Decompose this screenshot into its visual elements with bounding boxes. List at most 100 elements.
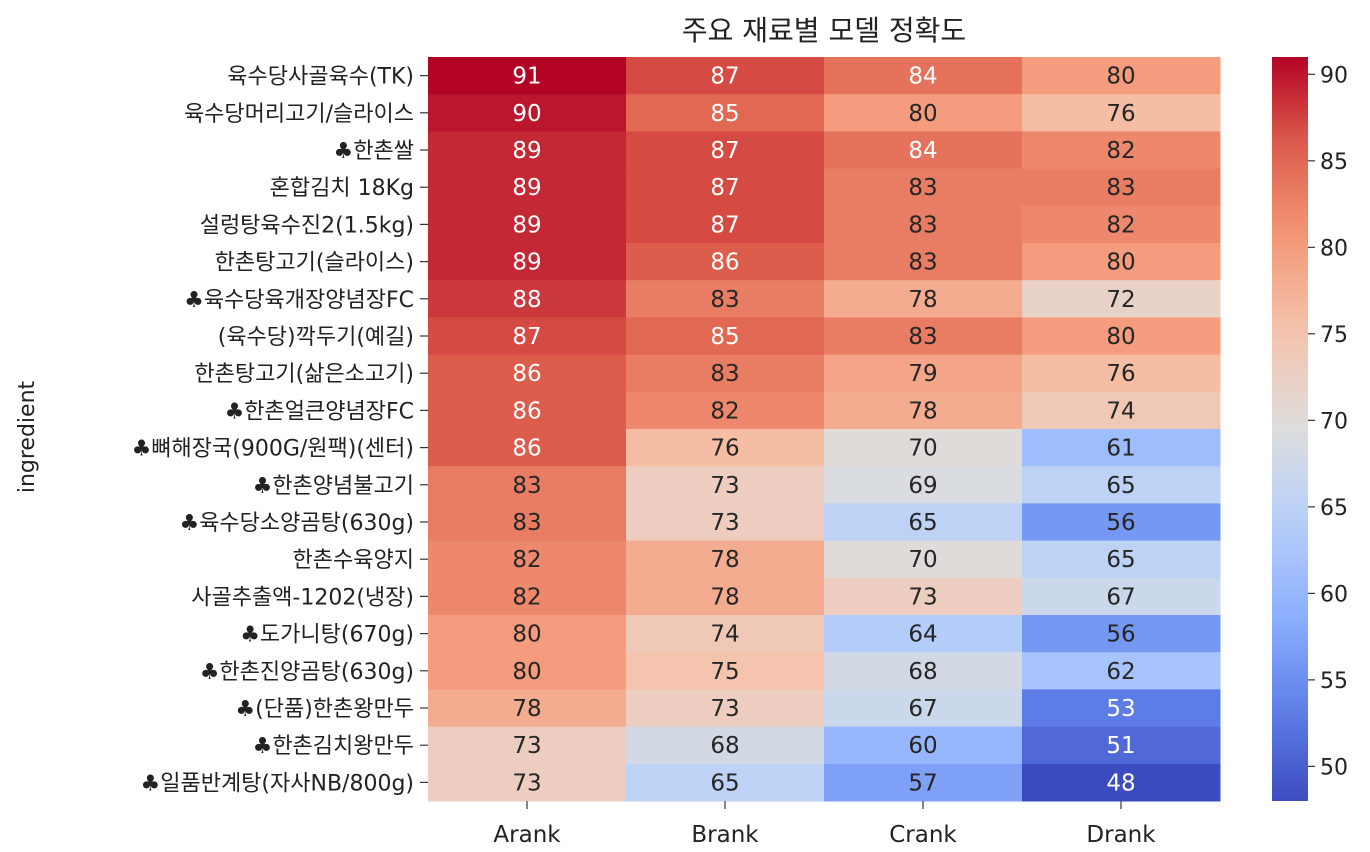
cell-value-label: 65 bbox=[710, 770, 739, 796]
cell-value-label: 75 bbox=[710, 659, 739, 685]
cell-value-label: 78 bbox=[908, 398, 937, 424]
row-label: ♣한촌얼큰양념장FC bbox=[225, 399, 414, 424]
heatmap-cell bbox=[1022, 466, 1221, 504]
colorbar-tick-label: 90 bbox=[1320, 63, 1348, 88]
cell-value-label: 89 bbox=[512, 250, 541, 276]
heatmap-cells: 91 87 84 80 90 85 80 76 89 87 84 82 89 87 83 83 89 87 83 82… bbox=[428, 57, 1221, 802]
heatmap-cell bbox=[428, 689, 627, 728]
cell-value-label: 80 bbox=[512, 659, 541, 685]
cell-value-label: 86 bbox=[512, 398, 541, 424]
heatmap-cell bbox=[1022, 726, 1221, 765]
cell-value-label: 80 bbox=[512, 622, 541, 648]
cell-value-label: 69 bbox=[908, 473, 937, 499]
row-label: ♣(단품)한촌왕만두 bbox=[235, 697, 414, 722]
cell-value-label: 83 bbox=[908, 175, 937, 201]
cell-value-label: 57 bbox=[908, 770, 937, 796]
cell-value-label: 84 bbox=[908, 64, 937, 90]
cell-value-label: 74 bbox=[710, 622, 739, 648]
cell-value-label: 60 bbox=[908, 733, 937, 759]
heatmap-cell bbox=[1022, 131, 1221, 170]
heatmap-cell bbox=[428, 391, 627, 430]
cell-value-label: 48 bbox=[1106, 770, 1135, 796]
heatmap-cell bbox=[626, 391, 825, 430]
heatmap-cell bbox=[428, 280, 627, 318]
heatmap-cell bbox=[824, 466, 1023, 504]
cell-value-label: 61 bbox=[1106, 436, 1135, 462]
cell-value-label: 83 bbox=[512, 473, 541, 499]
cell-value-label: 82 bbox=[512, 547, 541, 573]
cell-value-label: 88 bbox=[512, 287, 541, 313]
cell-value-label: 80 bbox=[908, 101, 937, 127]
heatmap-cell bbox=[1022, 577, 1221, 616]
cell-value-label: 53 bbox=[1106, 696, 1135, 722]
row-label: 한촌탕고기(삶은소고기) bbox=[194, 362, 414, 387]
cell-value-label: 87 bbox=[710, 64, 739, 90]
heatmap-cell bbox=[626, 429, 825, 467]
cell-value-label: 78 bbox=[710, 584, 739, 610]
heatmap-cell bbox=[824, 168, 1023, 207]
heatmap-cell bbox=[824, 391, 1023, 430]
cell-value-label: 80 bbox=[1106, 64, 1135, 90]
row-label: 한촌탕고기(슬라이스) bbox=[215, 251, 414, 276]
heatmap-cell bbox=[824, 689, 1023, 728]
cell-value-label: 76 bbox=[1106, 101, 1135, 127]
cell-value-label: 73 bbox=[512, 770, 541, 796]
cell-value-label: 79 bbox=[908, 361, 937, 387]
heatmap-cell bbox=[824, 280, 1023, 318]
row-label: ♣한촌양념불고기 bbox=[253, 474, 414, 499]
heatmap-cell bbox=[824, 354, 1023, 393]
row-label: ♣한촌진양곰탕(630g) bbox=[200, 660, 414, 685]
colorbar-tick-label: 70 bbox=[1320, 409, 1348, 434]
heatmap-cell bbox=[1022, 391, 1221, 430]
cell-value-label: 82 bbox=[1106, 138, 1135, 164]
row-label: 사골추출액-1202(냉장) bbox=[191, 585, 414, 610]
chart-title: 주요 재료별 모델 정확도 bbox=[682, 14, 966, 47]
heatmap-cell bbox=[824, 429, 1023, 467]
cell-value-label: 67 bbox=[908, 696, 937, 722]
heatmap-cell bbox=[428, 131, 627, 170]
heatmap-cell bbox=[1022, 652, 1221, 690]
row-label: ♣뼈해장국(900G/원팩)(센터) bbox=[132, 437, 414, 462]
cell-value-label: 76 bbox=[1106, 361, 1135, 387]
heatmap-cell bbox=[626, 57, 825, 95]
cell-value-label: 78 bbox=[908, 287, 937, 313]
cell-value-label: 83 bbox=[908, 324, 937, 350]
cell-value-label: 73 bbox=[908, 584, 937, 610]
heatmap-cell bbox=[1022, 354, 1221, 393]
cell-value-label: 85 bbox=[710, 101, 739, 127]
heatmap-cell bbox=[428, 429, 627, 467]
heatmap-cell bbox=[428, 57, 627, 95]
cell-value-label: 89 bbox=[512, 138, 541, 164]
heatmap-cell bbox=[428, 503, 627, 542]
cell-value-label: 83 bbox=[512, 510, 541, 536]
heatmap-cell bbox=[824, 317, 1023, 356]
row-label: (육수당)깍두기(예길) bbox=[218, 325, 414, 350]
column-label: Brank bbox=[691, 822, 759, 848]
cell-value-label: 83 bbox=[908, 250, 937, 276]
heatmap-cell bbox=[1022, 243, 1221, 281]
heatmap-cell bbox=[1022, 317, 1221, 356]
row-label: ♣육수당육개장양념장FC bbox=[184, 288, 414, 313]
heatmap-cell bbox=[1022, 689, 1221, 728]
cell-value-label: 76 bbox=[710, 436, 739, 462]
cell-value-label: 78 bbox=[710, 547, 739, 573]
cell-value-label: 82 bbox=[512, 584, 541, 610]
heatmap-cell bbox=[428, 726, 627, 765]
cell-value-label: 85 bbox=[710, 324, 739, 350]
cell-value-label: 82 bbox=[1106, 212, 1135, 238]
row-label: ♣육수당소양곰탕(630g) bbox=[179, 511, 414, 536]
heatmap-cell bbox=[626, 168, 825, 207]
heatmap-cell bbox=[626, 652, 825, 690]
cell-value-label: 89 bbox=[512, 175, 541, 201]
cell-value-label: 70 bbox=[908, 547, 937, 573]
colorbar-tick-label: 85 bbox=[1320, 150, 1348, 175]
cell-value-label: 62 bbox=[1106, 659, 1135, 685]
cell-value-label: 90 bbox=[512, 101, 541, 127]
heatmap-cell bbox=[626, 726, 825, 765]
colorbar: 50 55 60 65 70 75 80 85 90 bbox=[1272, 57, 1348, 801]
cell-value-label: 87 bbox=[710, 175, 739, 201]
row-label: 혼합김치 18Kg bbox=[270, 176, 414, 201]
cell-value-label: 83 bbox=[908, 212, 937, 238]
heatmap-cell bbox=[428, 317, 627, 356]
